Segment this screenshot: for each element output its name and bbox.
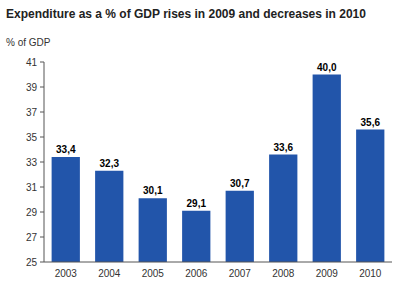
data-label: 33,4 — [56, 144, 76, 155]
x-tick-label: 2008 — [272, 268, 295, 279]
bar — [182, 211, 210, 262]
chart: Expenditure as a % of GDP rises in 2009 … — [0, 0, 401, 294]
y-tick-label: 33 — [26, 157, 38, 168]
y-tick — [40, 237, 44, 238]
y-tick-label: 37 — [26, 107, 38, 118]
y-tick — [40, 212, 44, 213]
y-tick — [40, 262, 44, 263]
bar — [226, 191, 254, 262]
data-label: 29,1 — [187, 198, 207, 209]
bars — [52, 75, 385, 263]
x-tick-label: 2010 — [359, 268, 382, 279]
bar — [269, 155, 297, 263]
bar — [52, 157, 80, 262]
x-axis-line — [44, 262, 392, 263]
data-label: 30,7 — [230, 178, 250, 189]
bar — [356, 130, 384, 263]
y-tick — [40, 162, 44, 163]
y-tick — [40, 62, 44, 63]
y-tick-label: 39 — [26, 82, 38, 93]
bar — [95, 171, 123, 262]
x-tick-label: 2009 — [316, 268, 339, 279]
y-tick — [40, 112, 44, 113]
y-tick-label: 41 — [26, 57, 38, 68]
data-label: 40,0 — [317, 62, 337, 73]
x-tick-label: 2004 — [98, 268, 121, 279]
y-axis-label: % of GDP — [6, 37, 51, 48]
y-tick-label: 31 — [26, 182, 38, 193]
y-tick-label: 29 — [26, 207, 38, 218]
x-tick-label: 2007 — [229, 268, 252, 279]
data-label: 35,6 — [361, 117, 381, 128]
y-tick — [40, 137, 44, 138]
x-tick-label: 2003 — [55, 268, 78, 279]
y-tick — [40, 187, 44, 188]
y-tick — [40, 87, 44, 88]
bar — [139, 198, 167, 262]
data-label: 33,6 — [274, 142, 294, 153]
data-label: 30,1 — [143, 185, 163, 196]
x-tick-label: 2005 — [142, 268, 165, 279]
data-label: 32,3 — [100, 158, 120, 169]
title: Expenditure as a % of GDP rises in 2009 … — [6, 7, 366, 21]
bar — [313, 75, 341, 263]
x-tick-label: 2006 — [185, 268, 208, 279]
y-tick-label: 35 — [26, 132, 38, 143]
y-tick-label: 25 — [26, 257, 38, 268]
y-tick-label: 27 — [26, 232, 38, 243]
